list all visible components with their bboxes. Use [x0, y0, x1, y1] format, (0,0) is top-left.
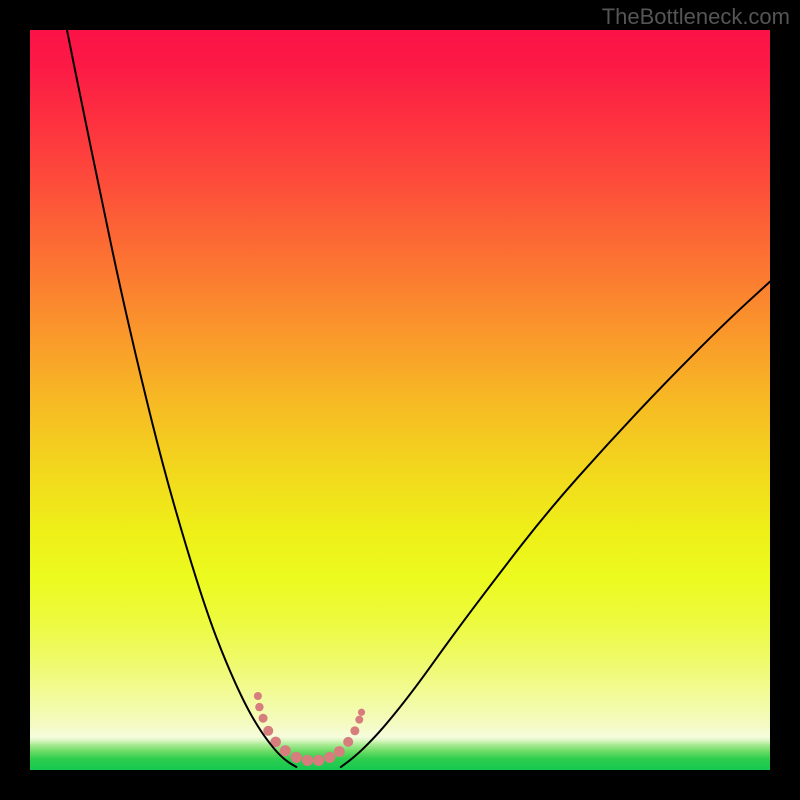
gradient-background — [30, 30, 770, 770]
chart-svg — [30, 30, 770, 770]
chart-plot-area — [30, 30, 770, 770]
watermark-text: TheBottleneck.com — [602, 4, 790, 30]
